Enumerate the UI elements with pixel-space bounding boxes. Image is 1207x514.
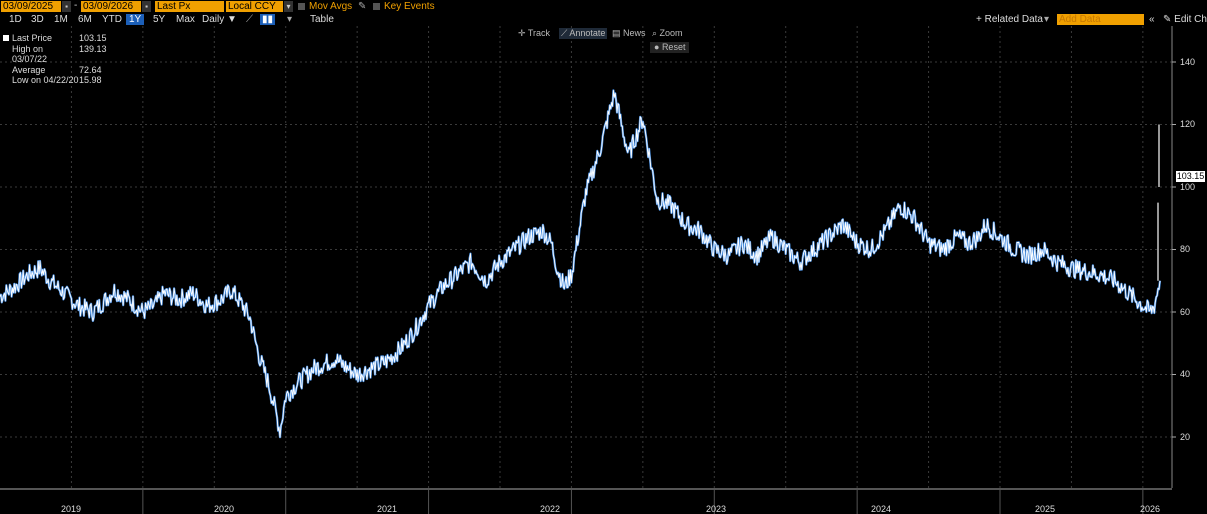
table-button[interactable]: Table — [310, 14, 334, 25]
legend-label: Average — [12, 64, 46, 75]
edit-chart-button[interactable]: ✎ Edit Ch — [1163, 14, 1207, 25]
x-tick-label: 2023 — [705, 504, 727, 514]
period-max[interactable]: Max — [176, 14, 195, 25]
mov-avgs-checkbox[interactable] — [298, 3, 305, 10]
price-series-shadow — [0, 89, 1162, 439]
x-tick-label: 2019 — [60, 504, 82, 514]
reset-label: Reset — [661, 42, 686, 52]
x-tick-label: 2026 — [1139, 504, 1161, 514]
end-date-field[interactable]: 03/09/2026 — [81, 1, 141, 12]
annotate-label: Annotate — [569, 28, 606, 38]
y-tick-label: 100 — [1180, 182, 1196, 192]
legend-label: Last Price — [12, 33, 53, 43]
news-tool[interactable]: ▤ News — [612, 28, 646, 38]
legend-value: 139.13 — [79, 43, 107, 54]
legend-row-last: Last Price 103.15 — [3, 33, 107, 44]
period-5y[interactable]: 5Y — [153, 14, 166, 25]
chevron-down-icon[interactable]: ▾ — [1044, 14, 1050, 25]
price-series-line — [0, 89, 1161, 438]
y-tick-label: 40 — [1180, 369, 1191, 379]
annotate-tool[interactable]: ⟋ Annotate — [559, 28, 608, 39]
field-selector[interactable]: Last Px — [155, 1, 224, 12]
legend-label: High on 03/07/22 — [12, 43, 48, 65]
price-chart[interactable] — [0, 26, 1207, 514]
chevron-down-icon[interactable]: ▾ — [287, 14, 293, 25]
period-1d[interactable]: 1D — [9, 14, 22, 25]
toolbar-row-2: 1D 3D 1M 6M YTD 1Y 5Y Max Daily ▼ ⟋ ▮▮ ▾… — [0, 13, 1207, 26]
track-label: Track — [527, 28, 551, 38]
chevron-down-icon[interactable]: ▾ — [284, 1, 293, 12]
bar-chart-icon[interactable]: ▮▮ — [260, 14, 276, 25]
collapse-icon[interactable]: « — [1149, 14, 1155, 25]
chart-legend: Last Price 103.15 High on 03/07/22 139.1… — [3, 33, 107, 86]
pencil-icon[interactable]: ✎ — [358, 1, 367, 12]
related-data-button[interactable]: + Related Data — [976, 14, 1043, 25]
period-1y[interactable]: 1Y — [126, 14, 145, 25]
zoom-tool[interactable]: ⌕ Zoom — [652, 28, 683, 38]
y-tick-label: 120 — [1180, 119, 1196, 129]
x-tick-label: 2021 — [376, 504, 398, 514]
period-1m[interactable]: 1M — [54, 14, 68, 25]
edit-chart-label: Edit Ch — [1174, 14, 1207, 25]
last-value-label: 103.15 — [1176, 171, 1205, 182]
legend-value: 15.98 — [79, 75, 102, 85]
y-tick-label: 80 — [1180, 244, 1191, 254]
calendar-icon[interactable]: ▪ — [142, 1, 151, 12]
key-events-label[interactable]: Key Events — [384, 1, 435, 12]
legend-row-average: Average 72.64 — [3, 64, 102, 76]
reset-button[interactable]: ● Reset — [650, 42, 690, 53]
x-tick-label: 2024 — [870, 504, 892, 514]
period-6m[interactable]: 6M — [78, 14, 92, 25]
period-ytd[interactable]: YTD — [102, 14, 122, 25]
square-icon — [3, 35, 9, 41]
start-date-field[interactable]: 03/09/2025 — [1, 1, 61, 12]
x-tick-label: 2020 — [213, 504, 235, 514]
x-tick-label: 2025 — [1034, 504, 1056, 514]
news-label: News — [623, 28, 646, 38]
mov-avgs-label[interactable]: Mov Avgs — [309, 1, 353, 12]
line-chart-icon[interactable]: ⟋ — [246, 14, 253, 25]
key-events-checkbox[interactable] — [373, 3, 380, 10]
track-tool[interactable]: ✛ Track — [518, 28, 551, 38]
legend-value: 103.15 — [79, 33, 107, 43]
legend-row-high: High on 03/07/22 139.13 — [3, 43, 107, 65]
toolbar-row-1: 03/09/2025 ▪ - 03/09/2026 ▪ Last Px Loca… — [0, 0, 1207, 13]
date-separator: - — [74, 0, 78, 11]
y-tick-label: 20 — [1180, 432, 1191, 442]
period-3d[interactable]: 3D — [31, 14, 44, 25]
legend-value: 72.64 — [79, 64, 102, 75]
y-tick-label: 140 — [1180, 57, 1196, 67]
zoom-label: Zoom — [659, 28, 683, 38]
y-tick-label: 60 — [1180, 307, 1191, 317]
frequency-selector[interactable]: Daily ▼ — [202, 14, 237, 25]
calendar-icon[interactable]: ▪ — [62, 1, 71, 12]
x-tick-label: 2022 — [539, 504, 561, 514]
currency-selector[interactable]: Local CCY — [226, 1, 283, 12]
add-data-input[interactable]: Add Data — [1057, 14, 1144, 25]
legend-row-low: Low on 04/22/20 15.98 — [3, 75, 102, 86]
legend-label: Low on 04/22/20 — [12, 75, 79, 85]
